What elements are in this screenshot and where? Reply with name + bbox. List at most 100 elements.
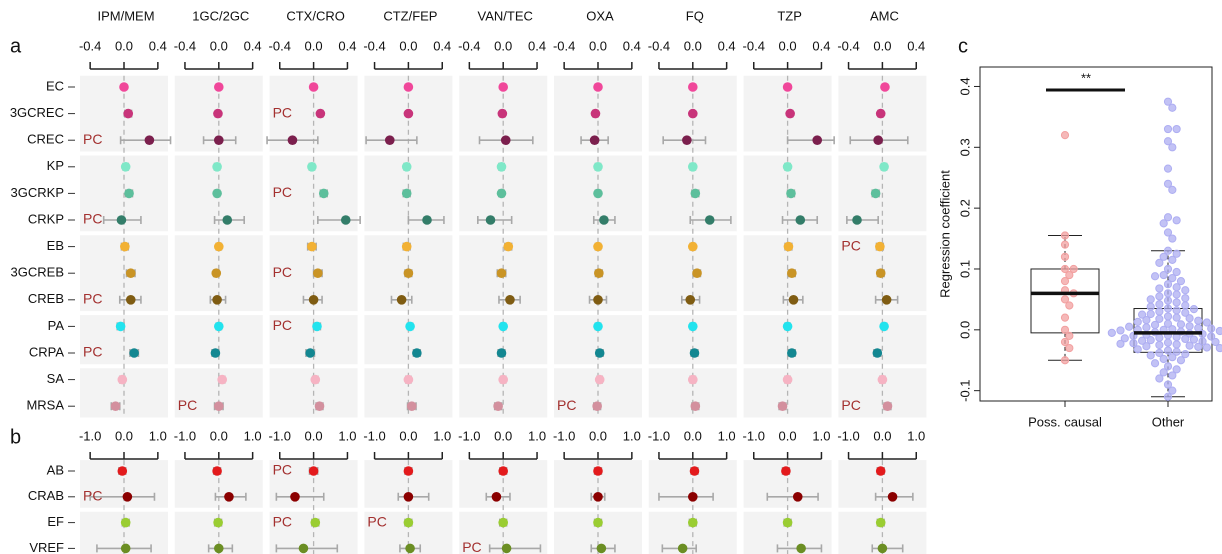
pc-label: PC: [273, 317, 292, 333]
point-estimate: [688, 321, 698, 332]
data-point: [1159, 252, 1168, 261]
point-estimate: [290, 492, 300, 502]
point-estimate: [682, 135, 692, 145]
data-point: [1142, 342, 1151, 351]
data-point: [1176, 356, 1186, 365]
x-tick-label: 0.0: [399, 38, 417, 53]
point-estimate: [214, 82, 224, 92]
data-point: [1163, 137, 1173, 146]
data-point: [1168, 103, 1177, 112]
point-estimate: [500, 135, 511, 145]
row-label: CREC: [27, 132, 64, 147]
point-estimate: [589, 135, 600, 145]
data-point: [1159, 219, 1168, 228]
data-point: [1163, 319, 1173, 328]
point-estimate: [403, 517, 414, 528]
data-point: [1120, 334, 1129, 343]
point-estimate: [505, 295, 515, 305]
y-tick-label: 0.4: [957, 77, 972, 95]
data-point: [1207, 324, 1216, 333]
point-estimate: [214, 401, 224, 412]
x-tick-label: 0.0: [589, 428, 607, 443]
pc-label: PC: [273, 462, 292, 478]
x-tick-label: -0.4: [174, 38, 196, 53]
x-tick-label: 0.0: [305, 38, 323, 53]
column-title: CTX/CRO: [286, 8, 345, 23]
point-estimate: [875, 108, 886, 119]
pc-label: PC: [273, 264, 292, 280]
point-estimate: [403, 268, 414, 279]
data-point: [1181, 350, 1190, 359]
x-tick-label: 1.0: [149, 428, 167, 443]
row-label: PA: [48, 318, 65, 333]
data-point: [1107, 328, 1116, 337]
x-tick-label: 0.0: [589, 38, 607, 53]
pc-label: PC: [841, 237, 860, 253]
pc-label: PC: [83, 488, 102, 504]
point-estimate: [498, 517, 509, 528]
point-estimate: [307, 241, 317, 252]
point-estimate: [305, 348, 316, 358]
y-tick-label: 0.3: [957, 138, 972, 156]
point-estimate: [310, 374, 321, 385]
data-point: [1207, 332, 1216, 341]
point-estimate: [401, 162, 412, 172]
data-point: [1163, 213, 1173, 222]
point-estimate: [787, 268, 797, 279]
error-bar: [275, 492, 325, 501]
point-estimate: [122, 492, 133, 502]
data-point: [1163, 97, 1173, 106]
pc-label: PC: [462, 539, 481, 554]
data-point: [1168, 371, 1177, 380]
point-estimate: [593, 466, 603, 476]
point-estimate: [116, 215, 127, 225]
x-tick-label: -1.0: [269, 428, 291, 443]
data-point: [1129, 339, 1138, 348]
point-estimate: [222, 215, 233, 225]
point-estimate: [782, 321, 793, 332]
row-label: 3GCREC: [10, 105, 64, 120]
data-point: [1133, 317, 1142, 327]
point-estimate: [401, 241, 412, 252]
point-estimate: [792, 492, 803, 502]
data-point: [1163, 164, 1173, 173]
point-estimate: [217, 374, 227, 385]
data-point: [1168, 255, 1177, 264]
point-estimate: [403, 374, 414, 385]
x-tick-label: 0.4: [528, 38, 546, 53]
point-estimate: [308, 466, 319, 476]
x-tick-label: -0.4: [648, 38, 670, 53]
data-point: [1181, 294, 1190, 303]
point-estimate: [120, 162, 131, 172]
x-tick-label: -0.4: [743, 38, 765, 53]
panel-letter: c: [958, 35, 968, 57]
x-tick-label: -0.4: [363, 38, 385, 53]
pc-label: PC: [273, 104, 292, 120]
data-point: [1168, 353, 1177, 362]
error-bar: [871, 544, 904, 553]
point-estimate: [688, 162, 698, 172]
data-point: [1155, 258, 1164, 267]
row-label: VREF: [29, 540, 64, 554]
point-estimate: [795, 215, 806, 225]
point-estimate: [785, 108, 795, 119]
data-point: [1202, 318, 1211, 327]
point-estimate: [211, 268, 222, 279]
point-estimate: [497, 108, 508, 119]
point-estimate: [877, 374, 888, 385]
error-bar: [786, 136, 835, 145]
data-point: [1163, 304, 1173, 313]
point-estimate: [592, 401, 602, 412]
data-point: [1155, 314, 1164, 323]
data-point: [1163, 228, 1173, 237]
point-estimate: [685, 295, 696, 305]
data-point: [1155, 284, 1164, 293]
data-point: [1172, 124, 1181, 134]
data-point: [1185, 314, 1194, 323]
x-tick-label: 0.0: [210, 428, 228, 443]
x-tick-label: 0.4: [433, 38, 451, 53]
x-tick-label: -0.4: [553, 38, 575, 53]
x-tick-label: 1.0: [433, 428, 451, 443]
point-estimate: [887, 492, 898, 502]
data-point: [1065, 343, 1074, 353]
